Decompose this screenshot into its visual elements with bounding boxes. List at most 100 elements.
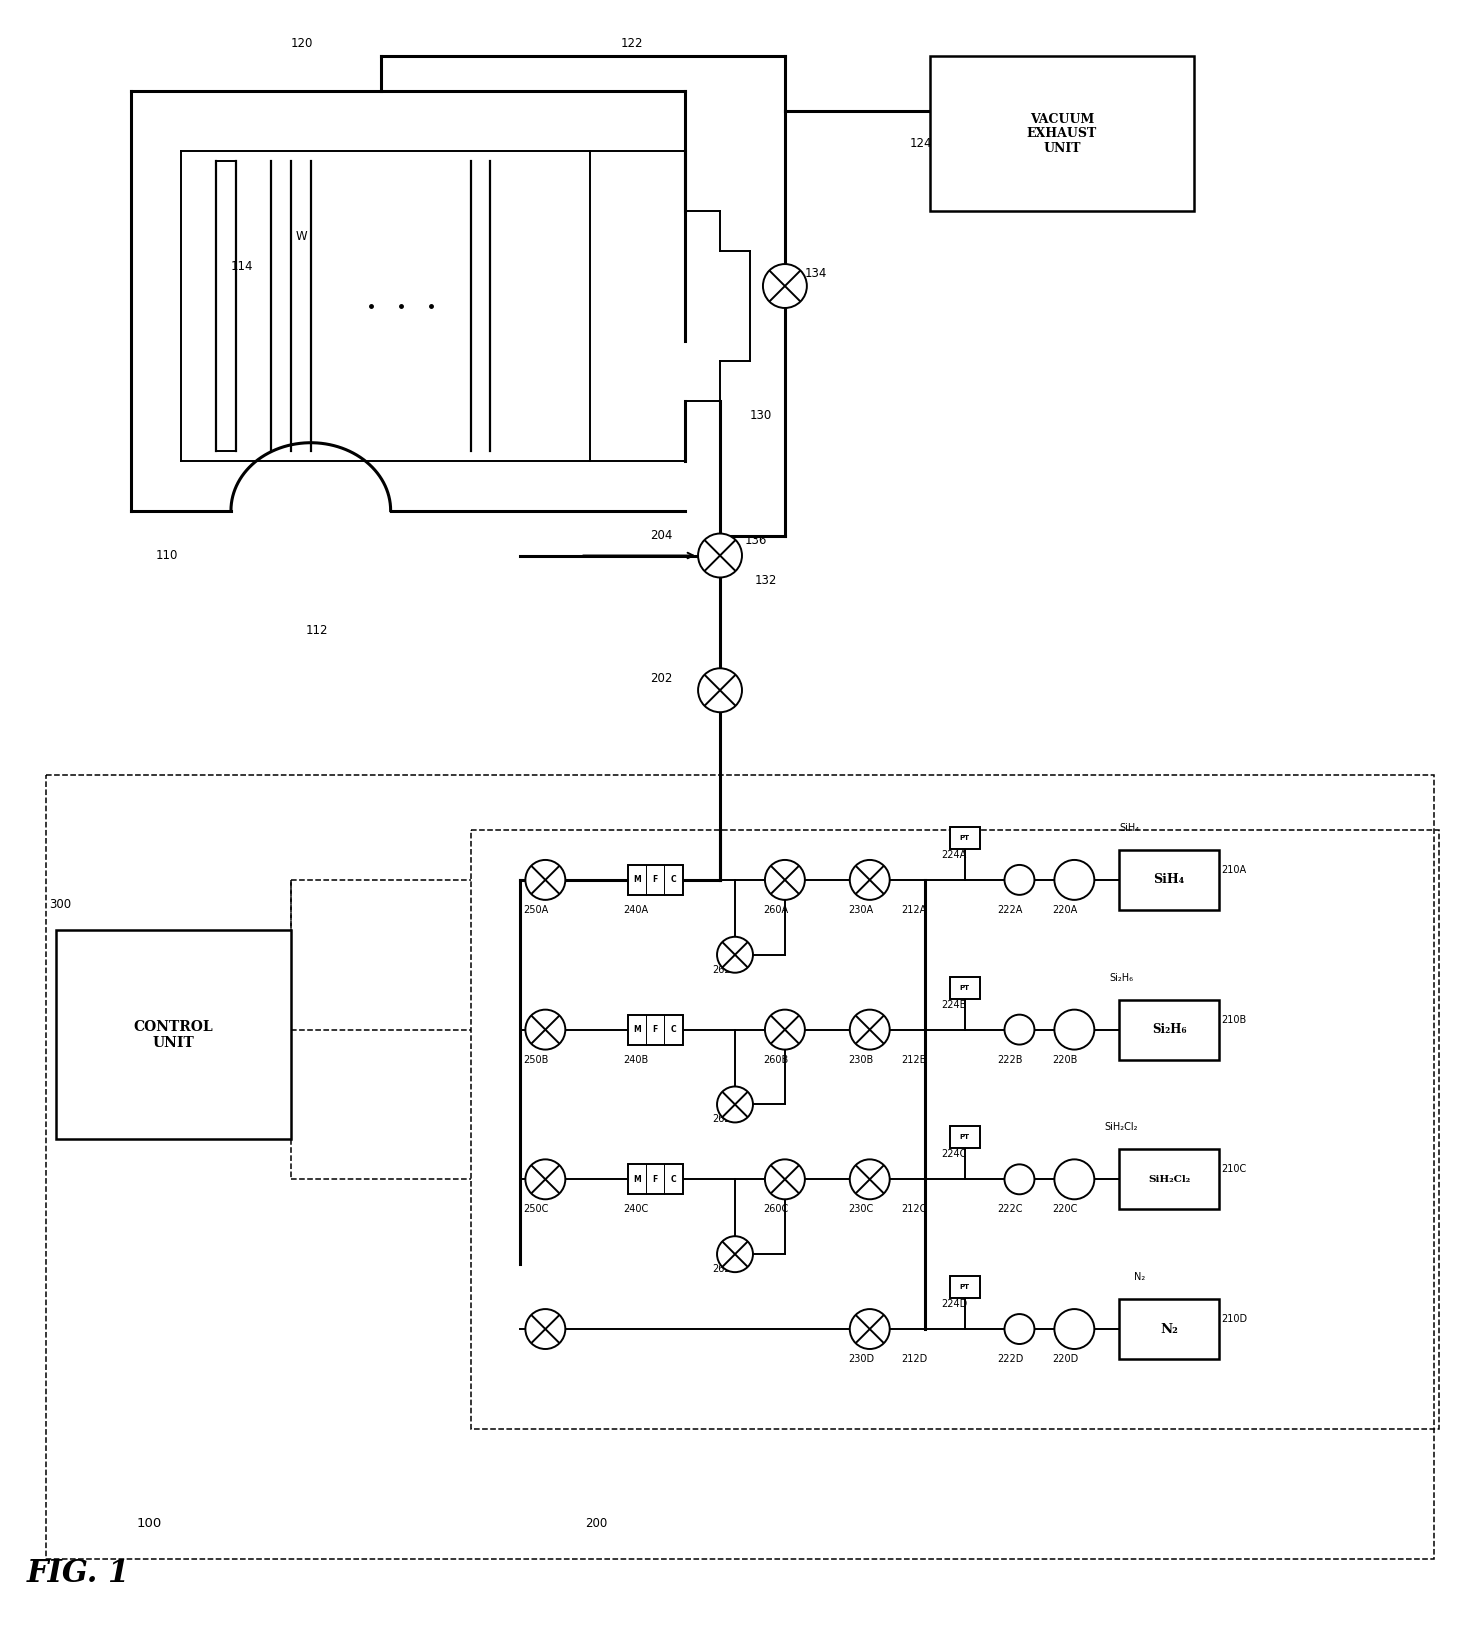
Text: F: F (653, 1175, 657, 1184)
Bar (1119, 850, 1219, 910)
Text: 200: 200 (585, 1517, 607, 1530)
Circle shape (525, 1160, 566, 1199)
Bar (46, 775, 1433, 1558)
Text: 240B: 240B (623, 1054, 648, 1064)
Text: 134: 134 (806, 266, 828, 280)
Circle shape (763, 265, 807, 308)
Text: 250A: 250A (523, 905, 548, 915)
Circle shape (1004, 865, 1035, 895)
Text: 130: 130 (750, 410, 772, 423)
Text: SiH₄: SiH₄ (1154, 873, 1185, 887)
Circle shape (1054, 1010, 1094, 1050)
Circle shape (850, 860, 889, 900)
Bar (628, 1015, 682, 1045)
Text: 210C: 210C (1222, 1165, 1247, 1175)
Circle shape (1054, 1309, 1094, 1349)
Text: 260B: 260B (763, 1054, 788, 1064)
Text: 220D: 220D (1053, 1354, 1079, 1364)
Text: N₂: N₂ (1135, 1272, 1145, 1281)
Text: 230B: 230B (848, 1054, 873, 1064)
Circle shape (1004, 1015, 1035, 1045)
Circle shape (717, 1086, 753, 1122)
Bar (950, 977, 979, 999)
Text: PT: PT (960, 836, 970, 841)
Circle shape (1054, 860, 1094, 900)
Text: N₂: N₂ (1160, 1323, 1177, 1336)
Text: 220B: 220B (1053, 1054, 1078, 1064)
Text: 224B: 224B (942, 1000, 967, 1010)
Text: 222A: 222A (998, 905, 1023, 915)
Text: M: M (634, 1175, 641, 1184)
Text: M: M (634, 1025, 641, 1035)
Text: Si₂H₆: Si₂H₆ (1152, 1023, 1186, 1036)
Text: EXHAUST: EXHAUST (1026, 127, 1097, 140)
Text: 250C: 250C (523, 1204, 548, 1214)
Text: 240A: 240A (623, 905, 648, 915)
Text: 240C: 240C (623, 1204, 648, 1214)
Text: 224D: 224D (942, 1300, 967, 1309)
Text: 250B: 250B (523, 1054, 548, 1064)
Bar (56, 929, 291, 1140)
Circle shape (764, 860, 806, 900)
Text: 100: 100 (137, 1517, 162, 1530)
Text: PT: PT (960, 1135, 970, 1140)
Text: VACUUM: VACUUM (1030, 114, 1094, 127)
Text: 112: 112 (306, 623, 328, 637)
Text: C: C (670, 1025, 676, 1035)
Text: 222D: 222D (998, 1354, 1025, 1364)
Circle shape (525, 860, 566, 900)
Bar (628, 1165, 682, 1194)
Text: 114: 114 (231, 260, 253, 273)
Text: 262A: 262A (711, 964, 738, 975)
Text: F: F (653, 1025, 657, 1035)
Text: 262C: 262C (711, 1263, 738, 1275)
Circle shape (698, 668, 742, 712)
Text: 224C: 224C (942, 1150, 967, 1160)
Text: 210B: 210B (1222, 1015, 1247, 1025)
Text: 210D: 210D (1222, 1314, 1247, 1324)
Bar (929, 56, 1194, 211)
Text: 230A: 230A (848, 905, 873, 915)
Text: 122: 122 (620, 36, 642, 49)
Text: 220A: 220A (1053, 905, 1078, 915)
Text: 210A: 210A (1222, 865, 1247, 875)
Text: 204: 204 (650, 530, 673, 543)
Circle shape (850, 1309, 889, 1349)
Bar (950, 1127, 979, 1148)
Text: 300: 300 (50, 898, 72, 911)
Text: 136: 136 (745, 535, 767, 548)
Text: SiH₂Cl₂: SiH₂Cl₂ (1148, 1175, 1191, 1184)
Bar (1119, 1000, 1219, 1059)
Text: PT: PT (960, 1285, 970, 1290)
Bar (1119, 1300, 1219, 1359)
Text: 120: 120 (291, 36, 313, 49)
Text: M: M (634, 875, 641, 885)
Circle shape (1004, 1165, 1035, 1194)
Text: 202: 202 (650, 671, 673, 684)
Text: C: C (670, 1175, 676, 1184)
Text: FIG. 1: FIG. 1 (26, 1558, 129, 1589)
Circle shape (717, 1235, 753, 1272)
Text: 212C: 212C (901, 1204, 928, 1214)
Text: 230C: 230C (848, 1204, 873, 1214)
Bar (1119, 1150, 1219, 1209)
Text: F: F (653, 875, 657, 885)
Text: 222C: 222C (998, 1204, 1023, 1214)
Bar (950, 827, 979, 849)
Bar (950, 1277, 979, 1298)
Text: 212A: 212A (901, 905, 928, 915)
Text: 230D: 230D (848, 1354, 873, 1364)
Text: 212B: 212B (901, 1054, 928, 1064)
Text: CONTROL: CONTROL (134, 1020, 213, 1033)
Text: 222B: 222B (998, 1054, 1023, 1064)
Bar (628, 865, 682, 895)
Text: 212D: 212D (901, 1354, 928, 1364)
Text: 124: 124 (910, 137, 932, 150)
Text: 260C: 260C (763, 1204, 788, 1214)
Circle shape (525, 1309, 566, 1349)
Text: 220C: 220C (1053, 1204, 1078, 1214)
Text: C: C (670, 875, 676, 885)
Text: SiH₄: SiH₄ (1119, 822, 1139, 832)
Text: W: W (295, 230, 307, 242)
Circle shape (850, 1010, 889, 1050)
